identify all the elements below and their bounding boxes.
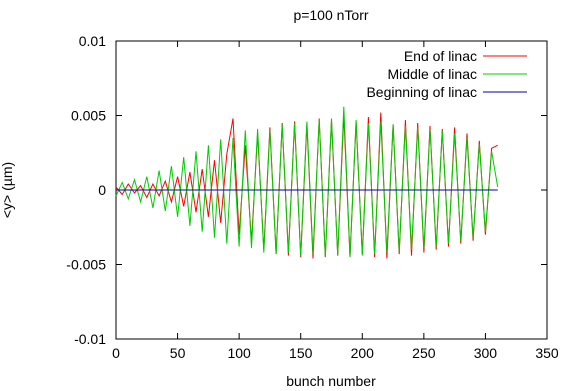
series-line-0 (115, 112, 498, 259)
x-tick-label: 100 (227, 345, 251, 361)
x-tick-label: 250 (412, 345, 436, 361)
y-tick-label: 0 (98, 182, 106, 198)
x-tick-label: 350 (535, 345, 559, 361)
axis-ticks: 0 50 100 150 200 250 300 350 -0.01 -0.005 0 0.005 0.… (66, 33, 559, 361)
chart-title: p=100 nTorr (293, 7, 368, 23)
series-line-1 (115, 106, 499, 258)
x-tick-label: 200 (351, 345, 375, 361)
x-tick-label: 0 (112, 345, 120, 361)
y-tick-label: 0.01 (79, 33, 106, 49)
x-tick-label: 50 (170, 345, 186, 361)
legend-label: Beginning of linac (366, 84, 477, 100)
y-axis-label: <y> (µm) (0, 162, 15, 218)
y-tick-label: 0.005 (71, 108, 106, 124)
x-tick-label: 300 (474, 345, 498, 361)
series-layer (115, 106, 499, 259)
x-tick-label: 150 (289, 345, 313, 361)
x-axis-label: bunch number (286, 373, 376, 389)
legend: End of linac Middle of linac Beginning of … (366, 48, 527, 100)
y-tick-label: -0.005 (66, 257, 106, 273)
legend-label: End of linac (404, 48, 477, 64)
legend-label: Middle of linac (388, 66, 478, 82)
y-tick-label: -0.01 (74, 331, 106, 347)
